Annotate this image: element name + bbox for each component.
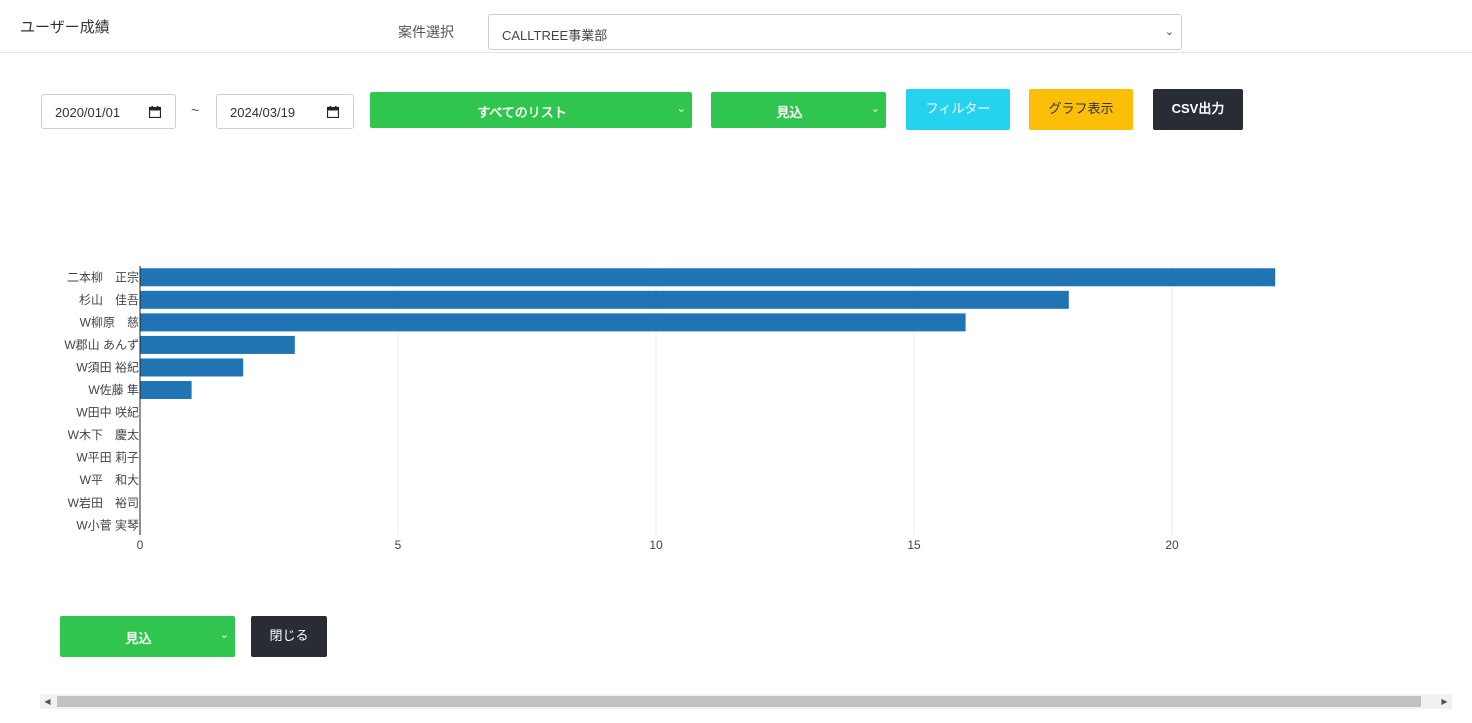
scrollbar-thumb[interactable] xyxy=(57,696,1421,707)
status-select-value: 見込 xyxy=(776,105,803,120)
project-select[interactable]: CALLTREE事業部 ⌄ xyxy=(488,14,1182,50)
x-tick-label: 0 xyxy=(137,538,144,552)
x-tick-label: 5 xyxy=(395,538,402,552)
chevron-down-icon: ⌄ xyxy=(219,629,229,641)
bar[interactable] xyxy=(140,381,192,400)
date-from-input[interactable]: 2020/01/01 xyxy=(41,94,176,129)
close-button[interactable]: 閉じる xyxy=(251,616,327,657)
bar[interactable] xyxy=(140,358,244,377)
y-category-label: W平田 莉子 xyxy=(76,451,139,465)
header-divider xyxy=(0,52,1472,53)
y-category-label: W郡山 あんず xyxy=(64,338,139,352)
chevron-down-icon: ⌄ xyxy=(676,103,686,115)
chart-grid xyxy=(397,266,1173,535)
y-category-label: W木下 慶太 xyxy=(68,427,139,442)
bar[interactable] xyxy=(140,313,966,332)
x-tick-label: 15 xyxy=(907,538,921,552)
y-category-label: W岩田 裕司 xyxy=(68,495,139,510)
y-category-label: W平 和大 xyxy=(80,473,139,487)
date-separator: ~ xyxy=(191,102,200,118)
calendar-icon[interactable] xyxy=(149,106,161,118)
project-label: 案件選択 xyxy=(398,24,454,40)
filter-button[interactable]: フィルター xyxy=(906,89,1010,130)
graph-button[interactable]: グラフ表示 xyxy=(1029,89,1133,130)
y-category-label: W柳原 慈 xyxy=(80,314,139,329)
status-select[interactable]: 見込 ⌄ xyxy=(711,92,886,128)
list-select[interactable]: すべてのリスト ⌄ xyxy=(370,92,692,128)
project-select-value: CALLTREE事業部 xyxy=(502,28,608,43)
y-category-label: 二本柳 正宗 xyxy=(67,269,139,284)
csv-button[interactable]: CSV出力 xyxy=(1153,89,1243,130)
bar[interactable] xyxy=(140,335,295,354)
x-tick-label: 20 xyxy=(1165,538,1179,552)
bar[interactable] xyxy=(140,268,1276,287)
date-from-value: 2020/01/01 xyxy=(55,105,121,120)
calendar-icon[interactable] xyxy=(327,106,339,118)
date-to-input[interactable]: 2024/03/19 xyxy=(216,94,354,129)
scroll-right-icon[interactable]: ▶ xyxy=(1441,697,1448,706)
chevron-down-icon: ⌄ xyxy=(1164,26,1174,38)
chart-bars xyxy=(140,268,1276,400)
chart-x-labels: 0 5 10 15 20 xyxy=(137,538,1179,552)
y-category-label: W田中 咲紀 xyxy=(76,405,139,420)
chevron-down-icon: ⌄ xyxy=(870,103,880,115)
horizontal-scrollbar[interactable]: ◀ ▶ xyxy=(40,694,1452,709)
list-select-value: すべてのリスト xyxy=(477,105,567,120)
date-to-value: 2024/03/19 xyxy=(230,105,296,120)
bar[interactable] xyxy=(140,290,1069,309)
scroll-left-icon[interactable]: ◀ xyxy=(44,697,51,706)
y-category-label: 杉山 佳吾 xyxy=(79,293,139,307)
footer-status-select-value: 見込 xyxy=(125,631,152,646)
y-category-label: W佐藤 隼 xyxy=(88,382,139,397)
page-title: ユーザー成績 xyxy=(20,19,110,36)
x-tick-label: 10 xyxy=(649,538,663,552)
y-category-label: W小菅 実琴 xyxy=(76,517,139,532)
y-category-label: W須田 裕紀 xyxy=(76,359,139,374)
footer-status-select[interactable]: 見込 ⌄ xyxy=(60,616,235,657)
